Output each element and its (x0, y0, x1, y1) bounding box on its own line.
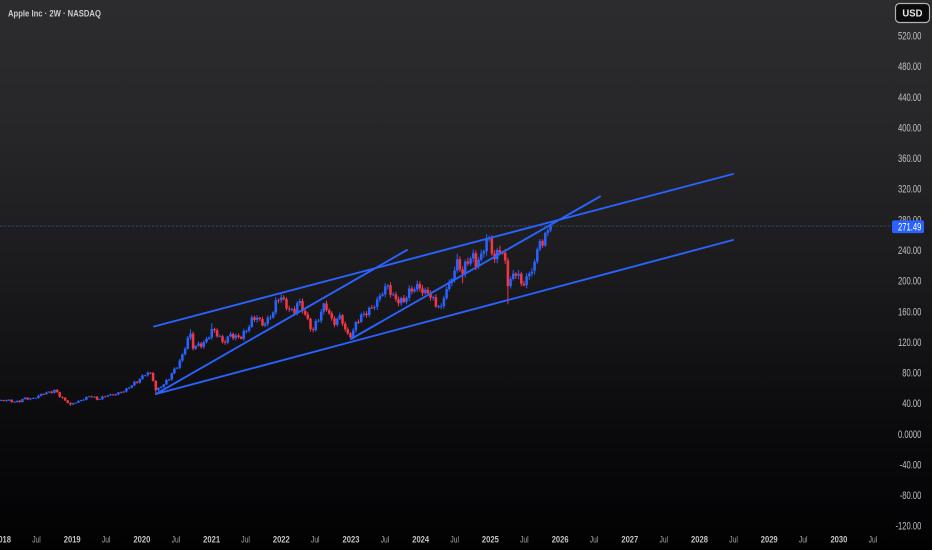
svg-text:Jul: Jul (450, 534, 459, 544)
svg-text:2021: 2021 (203, 534, 220, 545)
svg-text:2024: 2024 (412, 534, 429, 545)
svg-text:Jul: Jul (520, 534, 529, 544)
svg-text:Jul: Jul (729, 534, 738, 544)
svg-text:2022: 2022 (273, 534, 290, 545)
svg-text:Jul: Jul (172, 534, 181, 544)
svg-text:400.00: 400.00 (898, 122, 921, 135)
svg-text:USD: USD (902, 8, 922, 19)
svg-text:-120.00: -120.00 (895, 520, 921, 533)
svg-text:40.00: 40.00 (902, 398, 921, 411)
svg-text:240.00: 240.00 (898, 245, 921, 258)
svg-text:Jul: Jul (381, 534, 390, 544)
svg-text:2030: 2030 (830, 534, 847, 545)
svg-text:360.00: 360.00 (898, 153, 921, 166)
svg-text:Jul: Jul (102, 534, 111, 544)
svg-text:120.00: 120.00 (898, 337, 921, 350)
svg-text:Jul: Jul (869, 534, 878, 544)
svg-text:2020: 2020 (133, 534, 150, 545)
svg-text:2025: 2025 (482, 534, 499, 545)
svg-text:Jul: Jul (32, 534, 41, 544)
svg-text:160.00: 160.00 (898, 306, 921, 319)
svg-text:0.0000: 0.0000 (898, 428, 921, 441)
svg-text:520.00: 520.00 (898, 30, 921, 43)
svg-text:-40.00: -40.00 (900, 459, 922, 472)
svg-text:80.00: 80.00 (902, 367, 921, 380)
svg-text:Jul: Jul (311, 534, 320, 544)
svg-text:320.00: 320.00 (898, 183, 921, 196)
svg-text:2023: 2023 (343, 534, 360, 545)
svg-text:440.00: 440.00 (898, 91, 921, 104)
svg-text:Jul: Jul (799, 534, 808, 544)
svg-text:200.00: 200.00 (898, 275, 921, 288)
svg-text:Jul: Jul (241, 534, 250, 544)
svg-text:2019: 2019 (64, 534, 81, 545)
svg-text:2026: 2026 (552, 534, 569, 545)
svg-text:Jul: Jul (659, 534, 668, 544)
svg-text:2029: 2029 (761, 534, 778, 545)
svg-text:-80.00: -80.00 (900, 490, 922, 503)
svg-text:271.49: 271.49 (898, 221, 921, 234)
svg-text:2018: 2018 (0, 534, 11, 545)
svg-text:Jul: Jul (590, 534, 599, 544)
svg-text:Apple Inc · 2W · NASDAQ: Apple Inc · 2W · NASDAQ (8, 8, 101, 19)
svg-text:2028: 2028 (691, 534, 708, 545)
svg-text:2027: 2027 (621, 534, 638, 545)
svg-text:480.00: 480.00 (898, 61, 921, 74)
